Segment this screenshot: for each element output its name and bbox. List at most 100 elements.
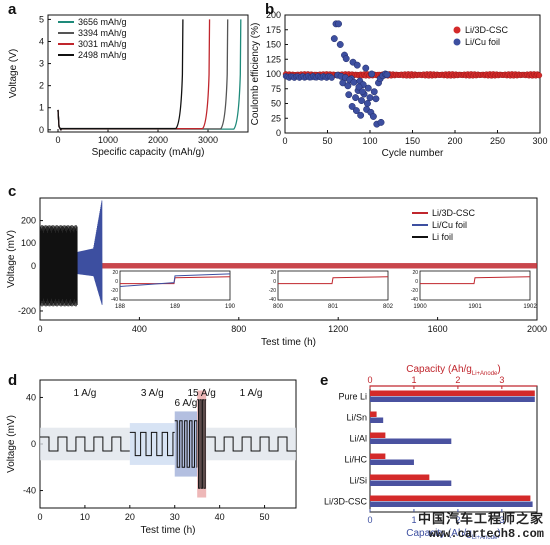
plot-e-category-label: Li/3D-CSC [324, 497, 368, 507]
plot-d-rate-label: 6 A/g [175, 398, 198, 409]
plot-e-bar [370, 438, 452, 444]
plot-b-point-blue [330, 35, 338, 43]
plot-d-xtick-label: 10 [80, 512, 90, 522]
plot-d-xtick-label: 0 [37, 512, 42, 522]
plot-b-xtick-label: 100 [362, 136, 377, 146]
plot-c-inset-ytick-label: 0 [115, 279, 118, 285]
plot-c-inset-xtick-label: 801 [328, 304, 339, 310]
plot-b-legend-label: Li/Cu foil [465, 37, 500, 47]
plot-b-ytick-label: 25 [271, 113, 281, 123]
plot-a-xlabel: Specific capacity (mAh/g) [92, 147, 205, 158]
plot-a-legend-label: 3656 mAh/g [78, 17, 127, 27]
plot-a-legend-label: 3394 mAh/g [78, 28, 127, 38]
plot-c-ylabel: Voltage (mV) [6, 230, 17, 288]
panel-label-d: d [8, 372, 17, 389]
plot-c-inset-ytick-label: -20 [411, 288, 418, 294]
plot-e-frame [369, 385, 538, 513]
plot-c-legend-label: Li/Cu foil [432, 220, 467, 230]
plot-c-xtick-label: 2000 [527, 324, 547, 334]
plot-c-ytick-label: -200 [18, 306, 36, 316]
plot-e-bar [370, 417, 384, 423]
plot-b-xtick-label: 300 [532, 136, 547, 146]
plot-b-point-blue [344, 82, 352, 90]
plot-b-ytick-label: 200 [266, 10, 281, 20]
plot-c-inset-ytick-label: -40 [269, 297, 276, 303]
plot-b-point-blue [366, 94, 374, 102]
watermark-url: www.cartech8.com [428, 527, 544, 541]
plot-d-segment-curve [40, 436, 130, 452]
plot-d-xtick-label: 30 [170, 512, 180, 522]
plot-a-legend-label: 2498 mAh/g [78, 50, 127, 60]
plot-b-point-blue [336, 41, 344, 48]
plot-c-inset-curve [420, 276, 531, 285]
plot-c-xtick-label: 800 [231, 324, 246, 334]
plot-d-segment-curve [197, 399, 207, 489]
plot-b-point-blue [328, 74, 335, 81]
plot-b-point-blue [369, 113, 377, 120]
plot-c-inset-ytick-label: 20 [412, 270, 418, 276]
plot-b-point-blue [350, 78, 358, 86]
watermark-cn: 中国汽车工程师之家 [417, 512, 544, 527]
plot-c-inset-xtick-label: 188 [115, 304, 126, 310]
plot-b-ytick-label: 150 [266, 40, 281, 50]
plot-b-point-blue [358, 97, 365, 105]
plot-c-inset-xtick-label: 802 [383, 304, 394, 310]
plot-a-frame [47, 14, 249, 133]
plot-e-bottom-tick-label: 1 [411, 515, 416, 525]
plot-b-ytick-label: 50 [271, 99, 281, 109]
plot-b-legend-label: Li/3D-CSC [465, 25, 509, 35]
plot-a-ytick-label: 0 [39, 125, 44, 135]
plot-e-category-label: Li/HC [344, 455, 367, 465]
plot-c-inset-ytick-label: 20 [112, 270, 118, 276]
plot-c-inset-xtick-label: 1901 [468, 304, 482, 310]
plot-c-inset-frame [419, 270, 531, 301]
plot-d-segment-curve [129, 431, 175, 457]
plot-c-inset-xtick-label: 800 [273, 304, 284, 310]
plot-c-ytick-label: 100 [21, 238, 36, 248]
plot-c-ytick-label: 200 [21, 216, 36, 226]
plot-d-xtick-label: 20 [125, 512, 135, 522]
plot-b-point-blue [335, 20, 342, 28]
plot-d-ylabel: Voltage (mV) [6, 415, 17, 473]
plot-c-inset-ytick-label: -20 [269, 288, 276, 294]
plot-b-point-blue [362, 64, 370, 72]
plot-c-inset-ytick-label: 0 [415, 279, 418, 285]
panel-label-c: c [8, 183, 16, 200]
plot-a-series-3 [57, 19, 184, 131]
plot-c-xtick-label: 1600 [428, 324, 448, 334]
plot-b-point-blue [364, 84, 372, 92]
plot-e-bar [370, 474, 430, 480]
plot-d-rate-label: 1 A/g [74, 388, 97, 399]
plot-b-xtick-label: 200 [447, 136, 462, 146]
plot-d-ytick-label: -40 [23, 486, 36, 496]
plot-e-bar [370, 501, 533, 507]
plot-e-bar [370, 411, 377, 417]
plot-d-segment-curve [206, 436, 296, 452]
plot-b-legend-marker [453, 38, 461, 46]
plot-c-inset-ytick-label: -40 [411, 297, 418, 303]
panel-label-e: e [320, 372, 328, 389]
plot-e-bottom-tick-label: 2 [455, 515, 460, 525]
plot-e-top-tick-label: 2 [455, 375, 460, 385]
panel-label-b: b [265, 1, 274, 18]
plot-b-xlabel: Cycle number [382, 148, 444, 159]
plot-e-top-tick-label: 3 [499, 375, 504, 385]
plot-c-xlabel: Test time (h) [261, 337, 316, 348]
plot-d-xlabel: Test time (h) [140, 525, 195, 536]
plot-b-point-blue [348, 103, 356, 110]
plot-b-point-red [536, 72, 543, 79]
plot-e-bar [370, 495, 531, 501]
plot-e-bar [370, 459, 414, 465]
plot-b-point-blue [368, 70, 376, 78]
plot-a-ytick-label: 5 [39, 14, 44, 24]
plot-c-inset-ytick-label: 0 [273, 279, 276, 285]
plot-b-ylabel: Coulomb efficiency (%) [250, 23, 261, 126]
plot-d-ytick-label: 40 [26, 392, 36, 402]
plot-b-point-blue [345, 91, 353, 99]
plot-a-xtick-label: 0 [55, 135, 60, 145]
plot-c-inset-curve [278, 276, 389, 285]
plot-b-ytick-label: 0 [276, 128, 281, 138]
plot-e-top-label: Capacity (Ah/gLi+Anode) [406, 364, 500, 377]
watermark: 中国汽车工程师之家 www.cartech8.com [418, 508, 544, 541]
plot-c-inset-xtick-label: 1900 [413, 304, 427, 310]
